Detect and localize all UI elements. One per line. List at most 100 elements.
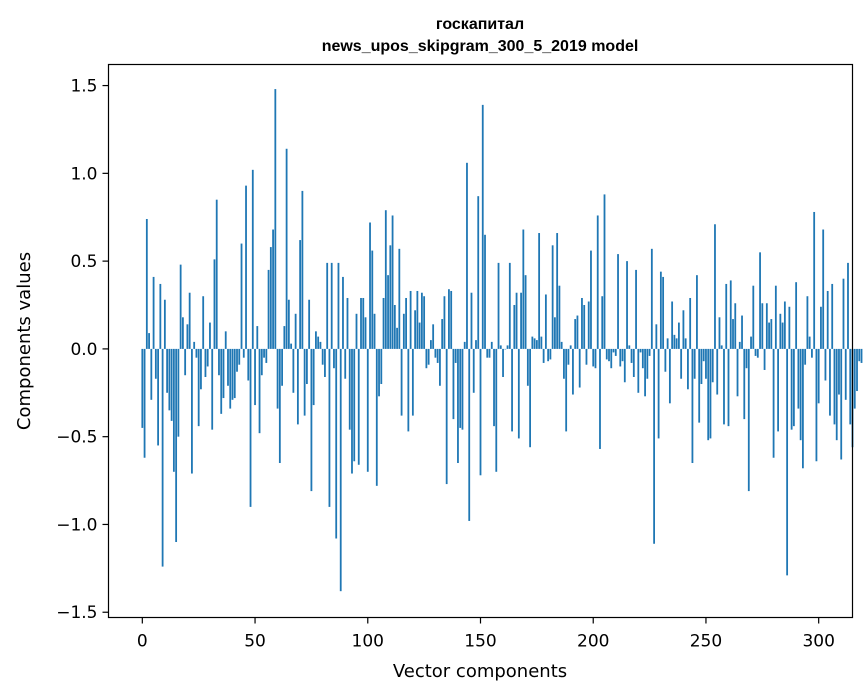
bar-166 — [515, 292, 518, 349]
bar-16 — [177, 348, 180, 437]
bar-217 — [630, 348, 633, 363]
bar-80 — [321, 348, 324, 365]
bar-26 — [200, 348, 202, 390]
bar-235 — [671, 301, 674, 349]
bar-13 — [170, 348, 173, 421]
bar-135 — [445, 348, 448, 485]
bar-274 — [759, 252, 761, 349]
bar-105 — [378, 348, 380, 397]
bar-309 — [838, 348, 840, 395]
bar-167 — [517, 348, 520, 439]
bar-181 — [549, 348, 552, 360]
bar-69 — [296, 348, 299, 425]
bar-158 — [497, 262, 500, 349]
bar-5 — [152, 276, 155, 349]
bar-63 — [283, 326, 286, 349]
bar-139 — [454, 348, 457, 363]
bar-140 — [457, 348, 459, 464]
bar-76 — [312, 348, 315, 406]
bar-272 — [754, 348, 757, 356]
bar-62 — [281, 348, 283, 386]
bar-317 — [856, 348, 858, 392]
x-tick-label-5: 250 — [690, 632, 722, 652]
bar-168 — [520, 292, 522, 349]
bar-33 — [215, 199, 218, 349]
bar-48 — [249, 348, 252, 507]
bar-243 — [689, 297, 692, 349]
bar-42 — [236, 348, 238, 372]
bar-308 — [835, 348, 838, 441]
chart-title-line-2: news_upos_skipgram_300_5_2019 model — [322, 38, 639, 55]
bar-132 — [439, 348, 441, 386]
bar-144 — [466, 162, 468, 349]
bar-133 — [441, 319, 444, 349]
bar-34 — [218, 348, 220, 376]
bar-160 — [502, 348, 504, 377]
bar-78 — [317, 336, 320, 349]
bar-176 — [538, 233, 541, 349]
bar-57 — [269, 247, 272, 349]
bar-228 — [655, 324, 658, 349]
bar-262 — [732, 319, 734, 349]
bar-32 — [213, 259, 216, 349]
bar-199 — [590, 250, 592, 349]
bar-226 — [650, 248, 653, 349]
bar-21 — [188, 292, 191, 349]
bar-20 — [186, 324, 189, 349]
bar-163 — [508, 262, 511, 349]
y-tick-label-0: −1.5 — [56, 603, 97, 623]
bar-253 — [711, 348, 714, 383]
bar-230 — [659, 271, 662, 349]
bar-152 — [484, 234, 486, 349]
bar-171 — [526, 348, 529, 386]
bar-75 — [310, 348, 313, 492]
bar-143 — [463, 341, 466, 349]
bar-283 — [779, 313, 782, 349]
bar-231 — [662, 276, 665, 349]
bar-8 — [159, 283, 162, 349]
bar-246 — [696, 275, 698, 349]
bar-15 — [175, 348, 178, 543]
bar-286 — [786, 348, 789, 576]
x-tick-label-2: 100 — [352, 632, 384, 652]
bar-250 — [705, 348, 707, 379]
bar-174 — [533, 338, 536, 349]
bar-51 — [256, 326, 259, 349]
bar-0 — [141, 348, 144, 428]
bar-101 — [369, 222, 371, 349]
bar-307 — [833, 348, 836, 425]
bar-123 — [418, 322, 421, 349]
bar-298 — [813, 211, 816, 349]
bar-35 — [220, 348, 223, 414]
bar-10 — [163, 299, 166, 349]
bar-260 — [727, 348, 730, 427]
bar-106 — [380, 348, 383, 385]
bar-65 — [287, 299, 290, 349]
bar-316 — [853, 348, 856, 409]
bar-227 — [653, 348, 655, 544]
bar-268 — [745, 348, 748, 369]
bar-280 — [772, 348, 775, 458]
x-tick-label-6: 300 — [802, 632, 834, 652]
bar-112 — [393, 305, 396, 349]
bar-220 — [637, 348, 640, 393]
bar-270 — [750, 336, 752, 349]
bar-278 — [768, 322, 770, 349]
bar-263 — [734, 303, 737, 349]
bar-164 — [511, 348, 513, 432]
bar-130 — [434, 348, 437, 358]
bar-188 — [565, 348, 568, 432]
bar-240 — [682, 310, 685, 349]
bar-88 — [339, 348, 342, 592]
chart-title-line-1: госкапитал — [436, 16, 524, 33]
bar-273 — [756, 348, 759, 358]
bar-82 — [326, 262, 329, 349]
bar-102 — [371, 250, 374, 349]
bar-series — [141, 89, 863, 592]
bar-150 — [479, 348, 482, 476]
bar-209 — [612, 348, 615, 353]
bar-74 — [308, 299, 311, 349]
bar-137 — [450, 290, 453, 349]
bar-223 — [644, 348, 646, 397]
bar-295 — [806, 296, 809, 349]
